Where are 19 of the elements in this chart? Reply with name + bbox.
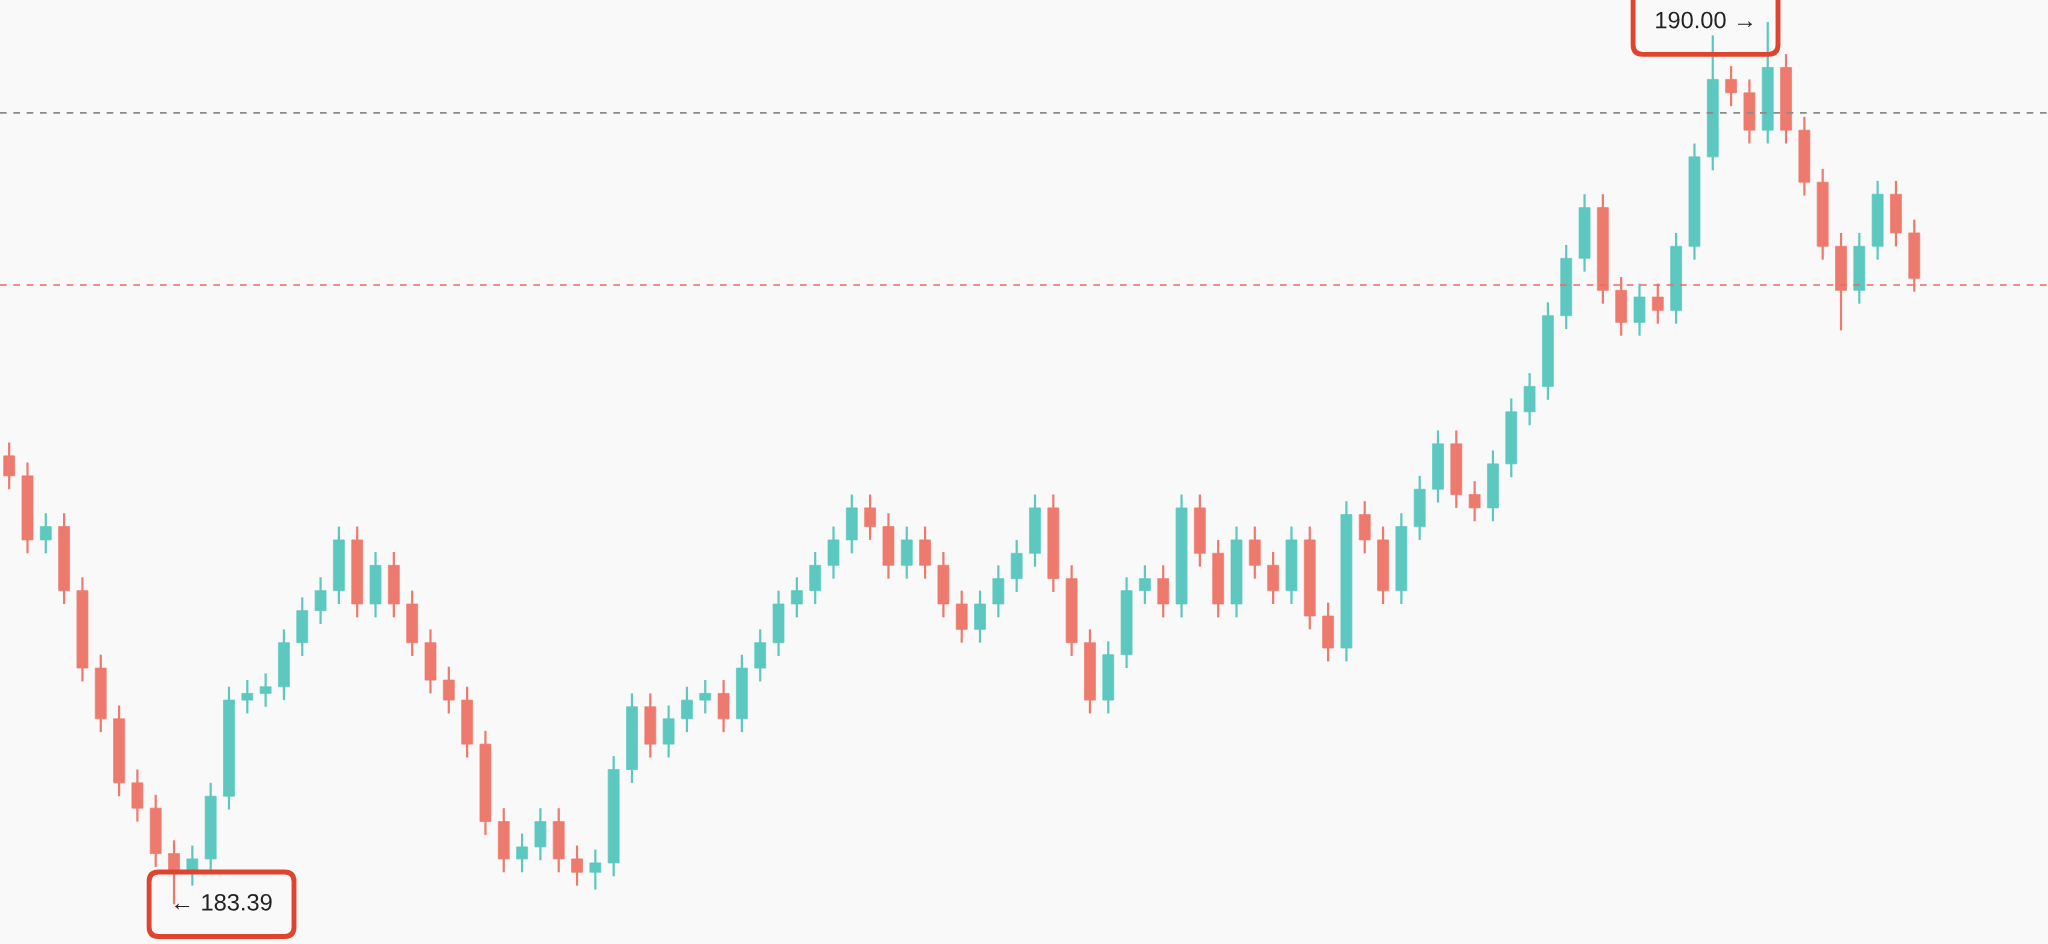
candlestick [662,704,675,759]
candlestick [516,832,528,874]
candlestick [442,665,455,715]
candlestick [39,512,52,555]
candlestick [1395,512,1408,606]
candlestick [571,844,583,887]
candlestick [1798,115,1811,197]
candlestick [241,678,254,715]
candlestick [1468,480,1481,523]
candlestick [791,576,803,619]
candlestick [131,768,144,823]
annotation: ← 183.39 [175,893,272,911]
annotation: 190.00 → [1656,11,1752,29]
candlestick [259,672,272,708]
candlestick [1065,564,1078,658]
candlestick [3,441,15,491]
candlestick [1871,179,1884,261]
candlestick [699,678,712,715]
candlestick [589,848,602,891]
